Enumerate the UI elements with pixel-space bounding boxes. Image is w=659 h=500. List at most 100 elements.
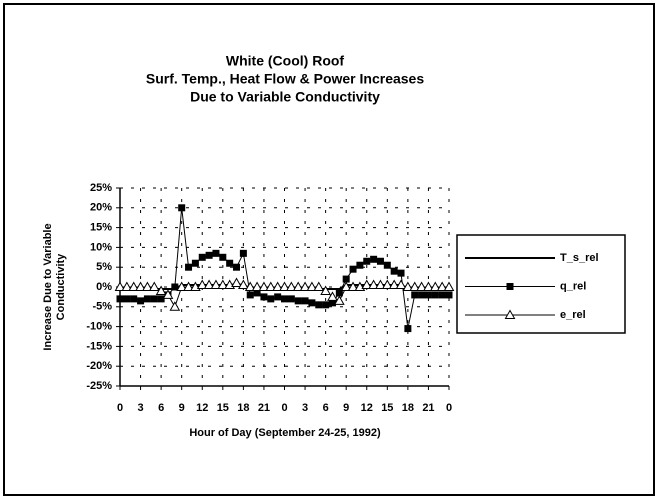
x-axis-label: Hour of Day (September 24-25, 1992) [189,427,381,439]
marker-square [260,293,268,301]
legend-label: e_rel [560,309,586,321]
marker-square [123,295,131,303]
x-tick-label: 6 [323,402,329,414]
marker-triangle [395,279,407,290]
marker-square [376,257,384,265]
marker-triangle [148,281,160,291]
marker-triangle [361,279,373,290]
y-tick-label: 25% [90,182,112,194]
x-tick-label: 21 [258,402,270,414]
marker-square [116,295,124,303]
marker-triangle [347,281,359,291]
x-tick-label: 21 [422,402,434,414]
y-tick-label: -25% [86,380,112,392]
marker-triangle [169,301,181,311]
y-tick-label: -10% [86,321,112,333]
y-tick-label: 20% [90,202,112,214]
y-tick-label: -20% [86,360,112,372]
marker-triangle [244,281,256,291]
marker-triangle [313,281,325,291]
y-tick-label: 10% [90,241,112,253]
marker-triangle [238,279,249,290]
marker-square [198,253,206,261]
marker-square [335,289,343,297]
marker-triangle [114,281,126,291]
marker-triangle [443,281,455,291]
marker-triangle [272,281,284,291]
marker-square [390,267,398,275]
marker-square [356,261,364,269]
x-tick-label: 0 [117,402,123,414]
legend-box [456,234,626,334]
x-tick-label: 9 [343,402,349,414]
x-tick-label: 15 [381,402,393,414]
marker-square [143,295,151,303]
marker-triangle [299,281,311,291]
marker-triangle [327,291,338,301]
marker-square [253,289,261,297]
marker-triangle [210,279,222,290]
chart-subtitle: Surf. Temp., Heat Flow & Power Increases [146,71,424,87]
marker-square [438,291,446,299]
y-tick-label: 0% [96,281,112,293]
marker-triangle [340,281,352,291]
marker-triangle [436,281,448,291]
marker-square [322,301,330,309]
marker-triangle [381,279,393,290]
marker-square [506,283,514,290]
marker-triangle [388,279,400,290]
marker-triangle [183,281,194,291]
x-tick-label: 3 [302,402,308,414]
marker-triangle [504,309,516,319]
marker-square [212,249,220,257]
marker-square [233,263,241,271]
marker-square [205,251,213,259]
marker-triangle [162,289,174,299]
marker-square [171,283,179,291]
marker-square [411,291,419,299]
marker-square [301,297,309,305]
marker-triangle [306,281,318,291]
chart-title: White (Cool) Roof [226,53,345,69]
marker-triangle [231,277,242,288]
marker-square [315,301,323,309]
marker-square [150,295,158,303]
marker-square [418,291,426,299]
marker-triangle [155,285,167,295]
marker-square [287,295,295,303]
marker-triangle [121,281,133,291]
y-tick-label: 15% [90,222,112,234]
marker-triangle [402,281,414,291]
marker-square [328,299,336,307]
x-tick-label: 12 [361,402,373,414]
marker-triangle [416,281,427,291]
marker-triangle [265,281,277,291]
x-tick-label: 18 [237,402,249,414]
marker-square [274,293,282,301]
marker-square [185,263,193,271]
marker-triangle [320,285,331,295]
marker-triangle [368,279,379,290]
marker-triangle [203,279,215,290]
x-tick-label: 9 [179,402,185,414]
marker-square [226,259,234,267]
x-tick-label: 3 [138,402,144,414]
marker-square [404,325,412,333]
marker-triangle [251,281,263,291]
marker-triangle [285,281,297,291]
legend-label: q_rel [560,280,586,292]
marker-triangle [429,281,441,291]
marker-square [246,291,254,299]
marker-square [383,261,391,269]
marker-triangle [258,281,270,291]
legend-label: T_s_rel [560,252,599,264]
marker-square [342,275,350,283]
x-tick-label: 12 [196,402,208,414]
marker-square [349,265,357,273]
marker-square [191,259,199,267]
y-axis-label: Conductivity [55,253,67,320]
marker-triangle [142,281,153,291]
marker-triangle [333,295,345,305]
marker-square [308,299,316,307]
